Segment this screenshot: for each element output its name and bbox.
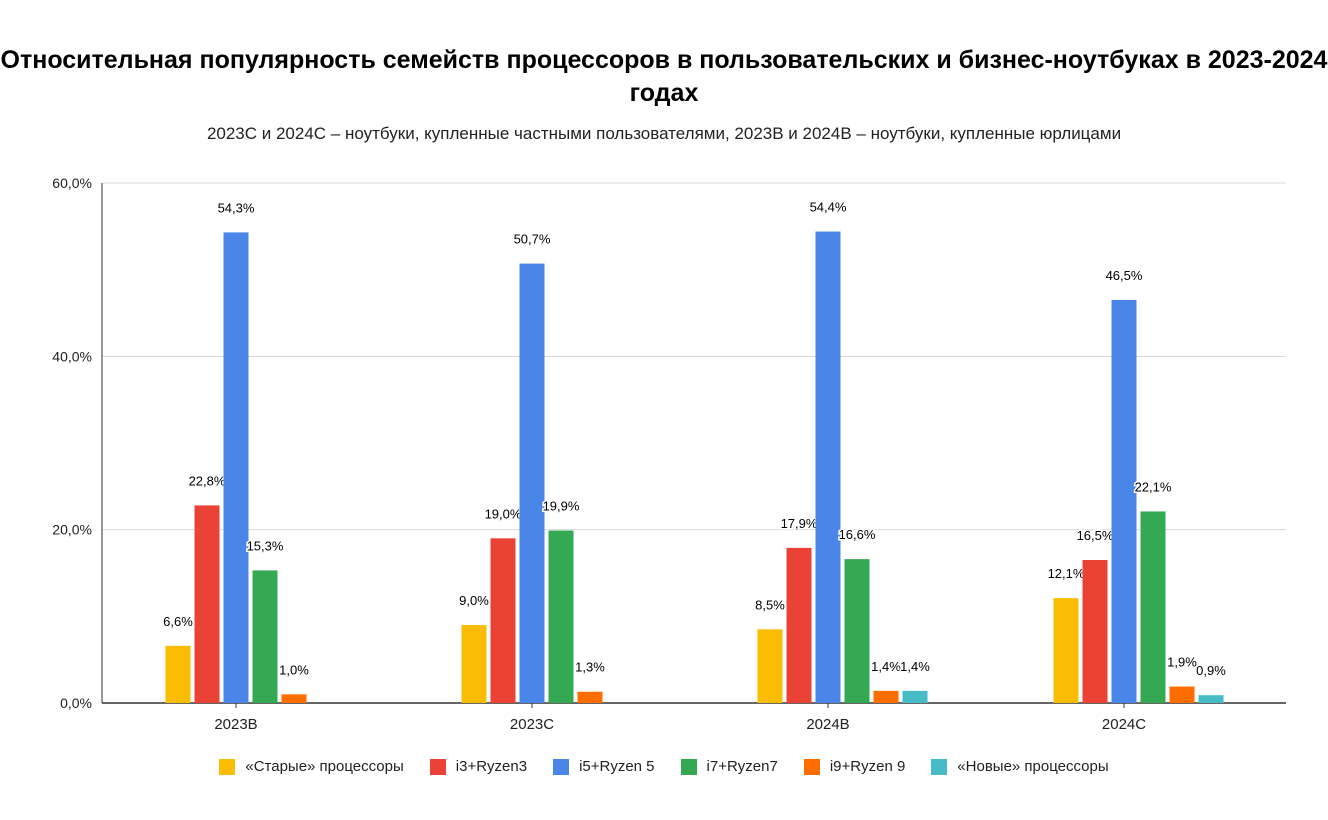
bar xyxy=(757,629,783,703)
data-label: 1,4% xyxy=(871,659,901,674)
bar xyxy=(1198,695,1224,703)
chart-subtitle: 2023C и 2024C – ноутбуки, купленные част… xyxy=(206,124,1122,143)
bar xyxy=(1082,560,1108,703)
legend-label: «Старые» процессоры xyxy=(245,758,404,775)
bar xyxy=(902,690,928,703)
bar xyxy=(1169,686,1195,703)
bar xyxy=(223,232,249,703)
data-label: 22,8% xyxy=(189,473,226,488)
legend: «Старые» процессоры i3+Ryzen3 i5+Ryzen 5 i7… xyxy=(0,758,1328,775)
data-label: 0,9% xyxy=(1196,663,1226,678)
data-label: 12,1% xyxy=(1048,566,1085,581)
data-label: 17,9% xyxy=(781,516,818,531)
bar xyxy=(519,263,545,703)
y-tick-label: 20,0% xyxy=(52,522,92,538)
legend-swatch xyxy=(429,758,446,775)
data-label: 9,0% xyxy=(459,593,489,608)
bar xyxy=(1111,300,1137,703)
x-tick-label: 2023C xyxy=(510,716,554,733)
legend-label: i9+Ryzen 9 xyxy=(829,758,906,775)
data-label: 46,5% xyxy=(1106,268,1143,283)
plot-area: 0,0% 20,0% 40,0% 60,0% 2023B 6,6% 22,8% 54,3% 15… xyxy=(52,175,1286,733)
legend-item: «Новые» процессоры xyxy=(931,758,1109,775)
data-label: 22,1% xyxy=(1135,479,1172,494)
legend-label: i3+Ryzen3 xyxy=(455,758,528,775)
bar xyxy=(281,694,307,703)
bar xyxy=(548,530,574,703)
data-label: 15,3% xyxy=(247,538,284,553)
x-tick-label: 2023B xyxy=(214,716,257,733)
legend-label: i7+Ryzen7 xyxy=(706,758,778,775)
data-label: 19,0% xyxy=(485,506,522,521)
legend-item: i5+Ryzen 5 xyxy=(553,758,655,775)
legend-swatch xyxy=(680,758,697,775)
legend-item: i7+Ryzen7 xyxy=(680,758,778,775)
data-label: 8,5% xyxy=(755,597,785,612)
bar xyxy=(1053,598,1079,703)
bar xyxy=(252,570,278,703)
legend-swatch xyxy=(553,758,570,775)
data-label: 1,4% xyxy=(900,659,930,674)
data-label: 16,5% xyxy=(1077,528,1114,543)
data-label: 1,0% xyxy=(279,662,309,677)
legend-swatch xyxy=(931,758,948,775)
legend-swatch xyxy=(803,758,820,775)
y-tick-label: 60,0% xyxy=(52,175,92,191)
legend-label: i5+Ryzen 5 xyxy=(579,758,655,775)
data-label: 1,3% xyxy=(575,660,605,675)
legend-swatch xyxy=(219,758,236,775)
data-label: 54,4% xyxy=(810,200,847,215)
bar xyxy=(786,547,812,703)
legend-item: «Старые» процессоры xyxy=(219,758,404,775)
bar xyxy=(165,645,191,703)
bar xyxy=(490,538,516,703)
legend-item: i3+Ryzen3 xyxy=(429,758,528,775)
y-tick-label: 40,0% xyxy=(52,348,92,364)
x-tick-label: 2024B xyxy=(806,716,849,733)
bar xyxy=(194,505,220,703)
bar xyxy=(844,559,870,703)
legend-label: «Новые» процессоры xyxy=(957,758,1109,775)
bar xyxy=(873,690,899,703)
bar xyxy=(461,625,487,703)
x-tick-label: 2024C xyxy=(1102,716,1146,733)
bar xyxy=(1140,511,1166,703)
data-label: 54,3% xyxy=(218,200,255,215)
bar xyxy=(815,231,841,704)
data-label: 16,6% xyxy=(839,527,876,542)
data-label: 6,6% xyxy=(163,614,193,629)
legend-item: i9+Ryzen 9 xyxy=(803,758,906,775)
bar xyxy=(577,691,603,703)
y-tick-label: 0,0% xyxy=(60,695,92,711)
data-label: 50,7% xyxy=(514,232,551,247)
data-label: 19,9% xyxy=(543,499,580,514)
chart-title: Относительная популярность семейств проц… xyxy=(0,46,1328,107)
data-label: 1,9% xyxy=(1167,655,1197,670)
